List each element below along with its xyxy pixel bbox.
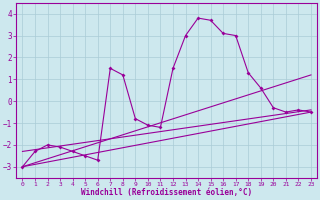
- X-axis label: Windchill (Refroidissement éolien,°C): Windchill (Refroidissement éolien,°C): [81, 188, 252, 197]
